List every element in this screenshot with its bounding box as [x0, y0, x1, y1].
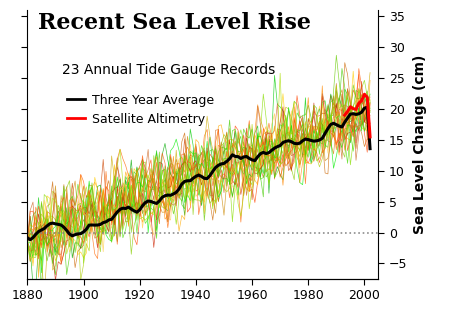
Text: 23 Annual Tide Gauge Records: 23 Annual Tide Gauge Records: [62, 63, 275, 77]
Text: Recent Sea Level Rise: Recent Sea Level Rise: [38, 12, 310, 34]
Y-axis label: Sea Level Change (cm): Sea Level Change (cm): [412, 55, 426, 234]
Legend: Three Year Average, Satellite Altimetry: Three Year Average, Satellite Altimetry: [61, 88, 218, 131]
